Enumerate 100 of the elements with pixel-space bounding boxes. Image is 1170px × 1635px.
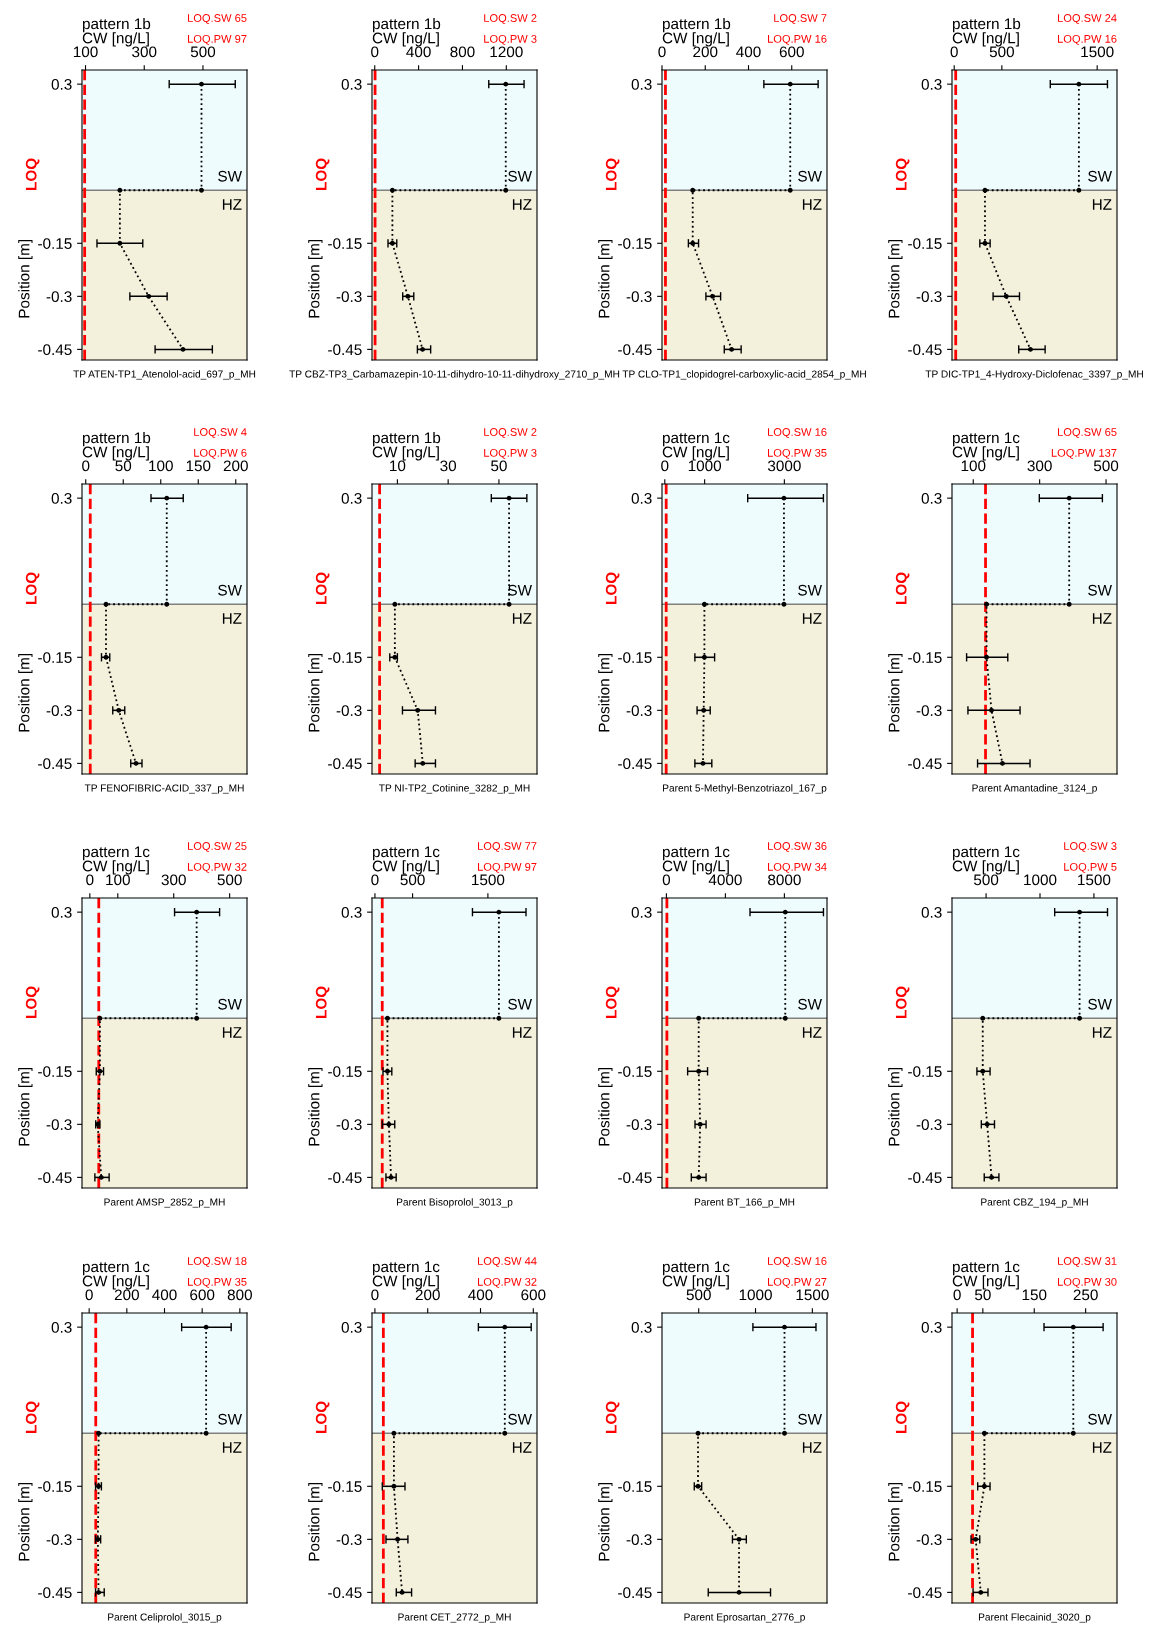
y-axis-title: Position [m] — [308, 239, 323, 318]
point — [503, 187, 509, 193]
text: TP FENOFIBRIC-ACID_337_p_MH — [84, 784, 244, 794]
x-tick-label: 500 — [1093, 460, 1119, 472]
text: LOQ.SW 65 — [188, 14, 247, 24]
band-label: SW — [218, 998, 242, 1010]
point — [1028, 346, 1033, 352]
chart-title: pattern 1c — [662, 846, 730, 861]
y-tick-label: -0.45 — [38, 1587, 72, 1599]
text: LOQ.PW 97 — [188, 34, 247, 45]
x-tick-label: 400 — [468, 1289, 493, 1301]
y-tick-label: -0.3 — [626, 705, 652, 717]
band-label: SW — [1088, 1413, 1112, 1425]
y-axis-title: Position [m] — [598, 1482, 613, 1561]
point — [391, 1430, 397, 1436]
x-axis-title: CW [ng/L] — [372, 32, 439, 47]
x-axis-title: CW [ng/L] — [662, 860, 729, 875]
y-axis-title: Position [m] — [888, 653, 903, 732]
point — [1076, 187, 1082, 193]
x-axis-title: CW [ng/L] — [372, 860, 439, 875]
y-tick-label: 0.3 — [341, 79, 362, 90]
y-tick-label: 0.3 — [631, 907, 652, 918]
y-axis-title: Position [m] — [308, 1482, 323, 1561]
y-tick-label: -0.3 — [916, 1119, 942, 1131]
x-tick-label: 0 — [86, 874, 94, 886]
x-tick-label: 300 — [161, 874, 186, 886]
y-tick-label: 0.3 — [341, 1322, 362, 1333]
point — [506, 601, 512, 607]
y-tick-label: -0.3 — [46, 1119, 72, 1131]
x-tick-label: 100 — [961, 460, 986, 472]
x-tick-label: 800 — [450, 46, 475, 58]
y-tick-label: -0.15 — [908, 1066, 942, 1077]
x-tick-label: 200 — [114, 1289, 139, 1301]
band-label: HZ — [222, 199, 242, 210]
x-tick-label: 400 — [736, 46, 761, 58]
band-label: SW — [508, 998, 532, 1010]
y-tick-label: -0.45 — [38, 344, 72, 356]
band-label: HZ — [1092, 1027, 1112, 1038]
x-axis-title: CW [ng/L] — [952, 1275, 1019, 1290]
chart-title: pattern 1c — [82, 1261, 150, 1276]
point — [96, 1430, 102, 1436]
text: LOQ.PW 97 — [478, 862, 537, 873]
y-tick-label: 0.3 — [631, 79, 652, 90]
y-tick-label: -0.45 — [618, 1587, 652, 1599]
x-axis-title: CW [ng/L] — [952, 446, 1019, 461]
y-tick-label: -0.45 — [618, 344, 652, 356]
x-axis-title: CW [ng/L] — [372, 1275, 439, 1290]
text: Parent 5-Methyl-Benzotriazol_167_p — [663, 784, 827, 794]
y-tick-label: -0.3 — [336, 705, 362, 717]
x-axis-title: CW [ng/L] — [662, 32, 729, 47]
band-label: HZ — [512, 1027, 532, 1038]
text: LOQ.PW 27 — [768, 1277, 827, 1288]
x-tick-label: 100 — [106, 874, 130, 886]
point — [389, 187, 395, 193]
point — [690, 187, 696, 193]
y-tick-label: -0.15 — [38, 1481, 72, 1492]
chart-title: pattern 1b — [372, 17, 441, 33]
band-label: SW — [218, 170, 242, 182]
text: LOQ.SW 16 — [768, 428, 827, 438]
y-axis-title: Position [m] — [888, 1482, 903, 1561]
y-tick-label: -0.15 — [908, 652, 942, 663]
text: LOQ — [895, 986, 910, 1018]
y-tick-label: 0.3 — [631, 1322, 652, 1333]
point — [782, 1015, 788, 1021]
point — [1070, 1430, 1076, 1436]
text: LOQ — [605, 572, 620, 604]
text: LOQ.SW 4 — [194, 428, 247, 438]
band-label: HZ — [512, 1442, 532, 1453]
x-tick-label: 600 — [779, 46, 804, 58]
text: TP CBZ-TP3_Carbamazepin-10-11-dihydro-10-11-dihydroxy_2710_p_MH — [289, 370, 620, 380]
band-label: HZ — [222, 1027, 242, 1038]
y-tick-label: -0.3 — [626, 1534, 652, 1546]
x-tick-label: 1000 — [1024, 874, 1057, 886]
y-axis-title: Position [m] — [888, 239, 903, 318]
y-tick-label: 0.3 — [51, 1322, 72, 1333]
x-tick-label: 1500 — [1081, 46, 1114, 58]
x-tick-label: 1200 — [490, 46, 523, 58]
band-label: SW — [508, 170, 532, 182]
text: Parent Flecainid_3020_p — [978, 1613, 1091, 1623]
band-label: SW — [798, 170, 822, 182]
y-tick-label: -0.15 — [328, 1481, 362, 1492]
text: Parent Bisoprolol_3013_p — [397, 1198, 513, 1208]
text: Parent Celiprolol_3015_p — [108, 1613, 222, 1623]
text: Parent CBZ_194_p_MH — [981, 1198, 1088, 1208]
y-tick-label: 0.3 — [921, 79, 942, 90]
chart-title: pattern 1c — [952, 432, 1020, 447]
y-axis-title: Position [m] — [18, 1482, 33, 1561]
point — [701, 601, 707, 607]
point — [199, 187, 204, 193]
text: TP ATEN-TP1_Atenolol-acid_697_p_MH — [73, 370, 256, 380]
band-label: HZ — [802, 1442, 822, 1453]
text: Parent AMSP_2852_p_MH — [104, 1198, 225, 1208]
band-label: SW — [1088, 998, 1112, 1010]
text: LOQ.SW 2 — [484, 428, 537, 438]
x-tick-label: 150 — [1022, 1289, 1047, 1301]
y-tick-label: -0.3 — [336, 291, 362, 303]
text: LOQ.SW 24 — [1058, 14, 1117, 24]
y-tick-label: -0.3 — [46, 705, 72, 717]
text: LOQ.SW 25 — [188, 842, 247, 852]
y-tick-label: -0.3 — [46, 291, 72, 303]
